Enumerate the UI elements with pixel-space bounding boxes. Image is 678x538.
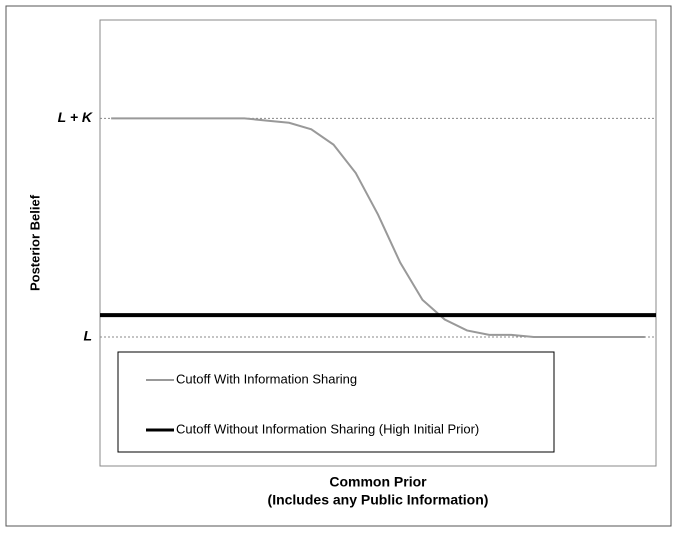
y-axis-label: Posterior Belief [27,194,42,291]
x-axis-label: Common Prior [329,474,427,490]
y-tick-label: L [83,328,92,344]
series-line [111,117,645,339]
legend-label: Cutoff Without Information Sharing (High… [176,421,479,436]
legend-box [117,351,555,453]
legend-label: Cutoff With Information Sharing [176,371,357,386]
y-tick-label: L + K [58,109,93,125]
x-axis-label: (Includes any Public Information) [268,492,489,508]
